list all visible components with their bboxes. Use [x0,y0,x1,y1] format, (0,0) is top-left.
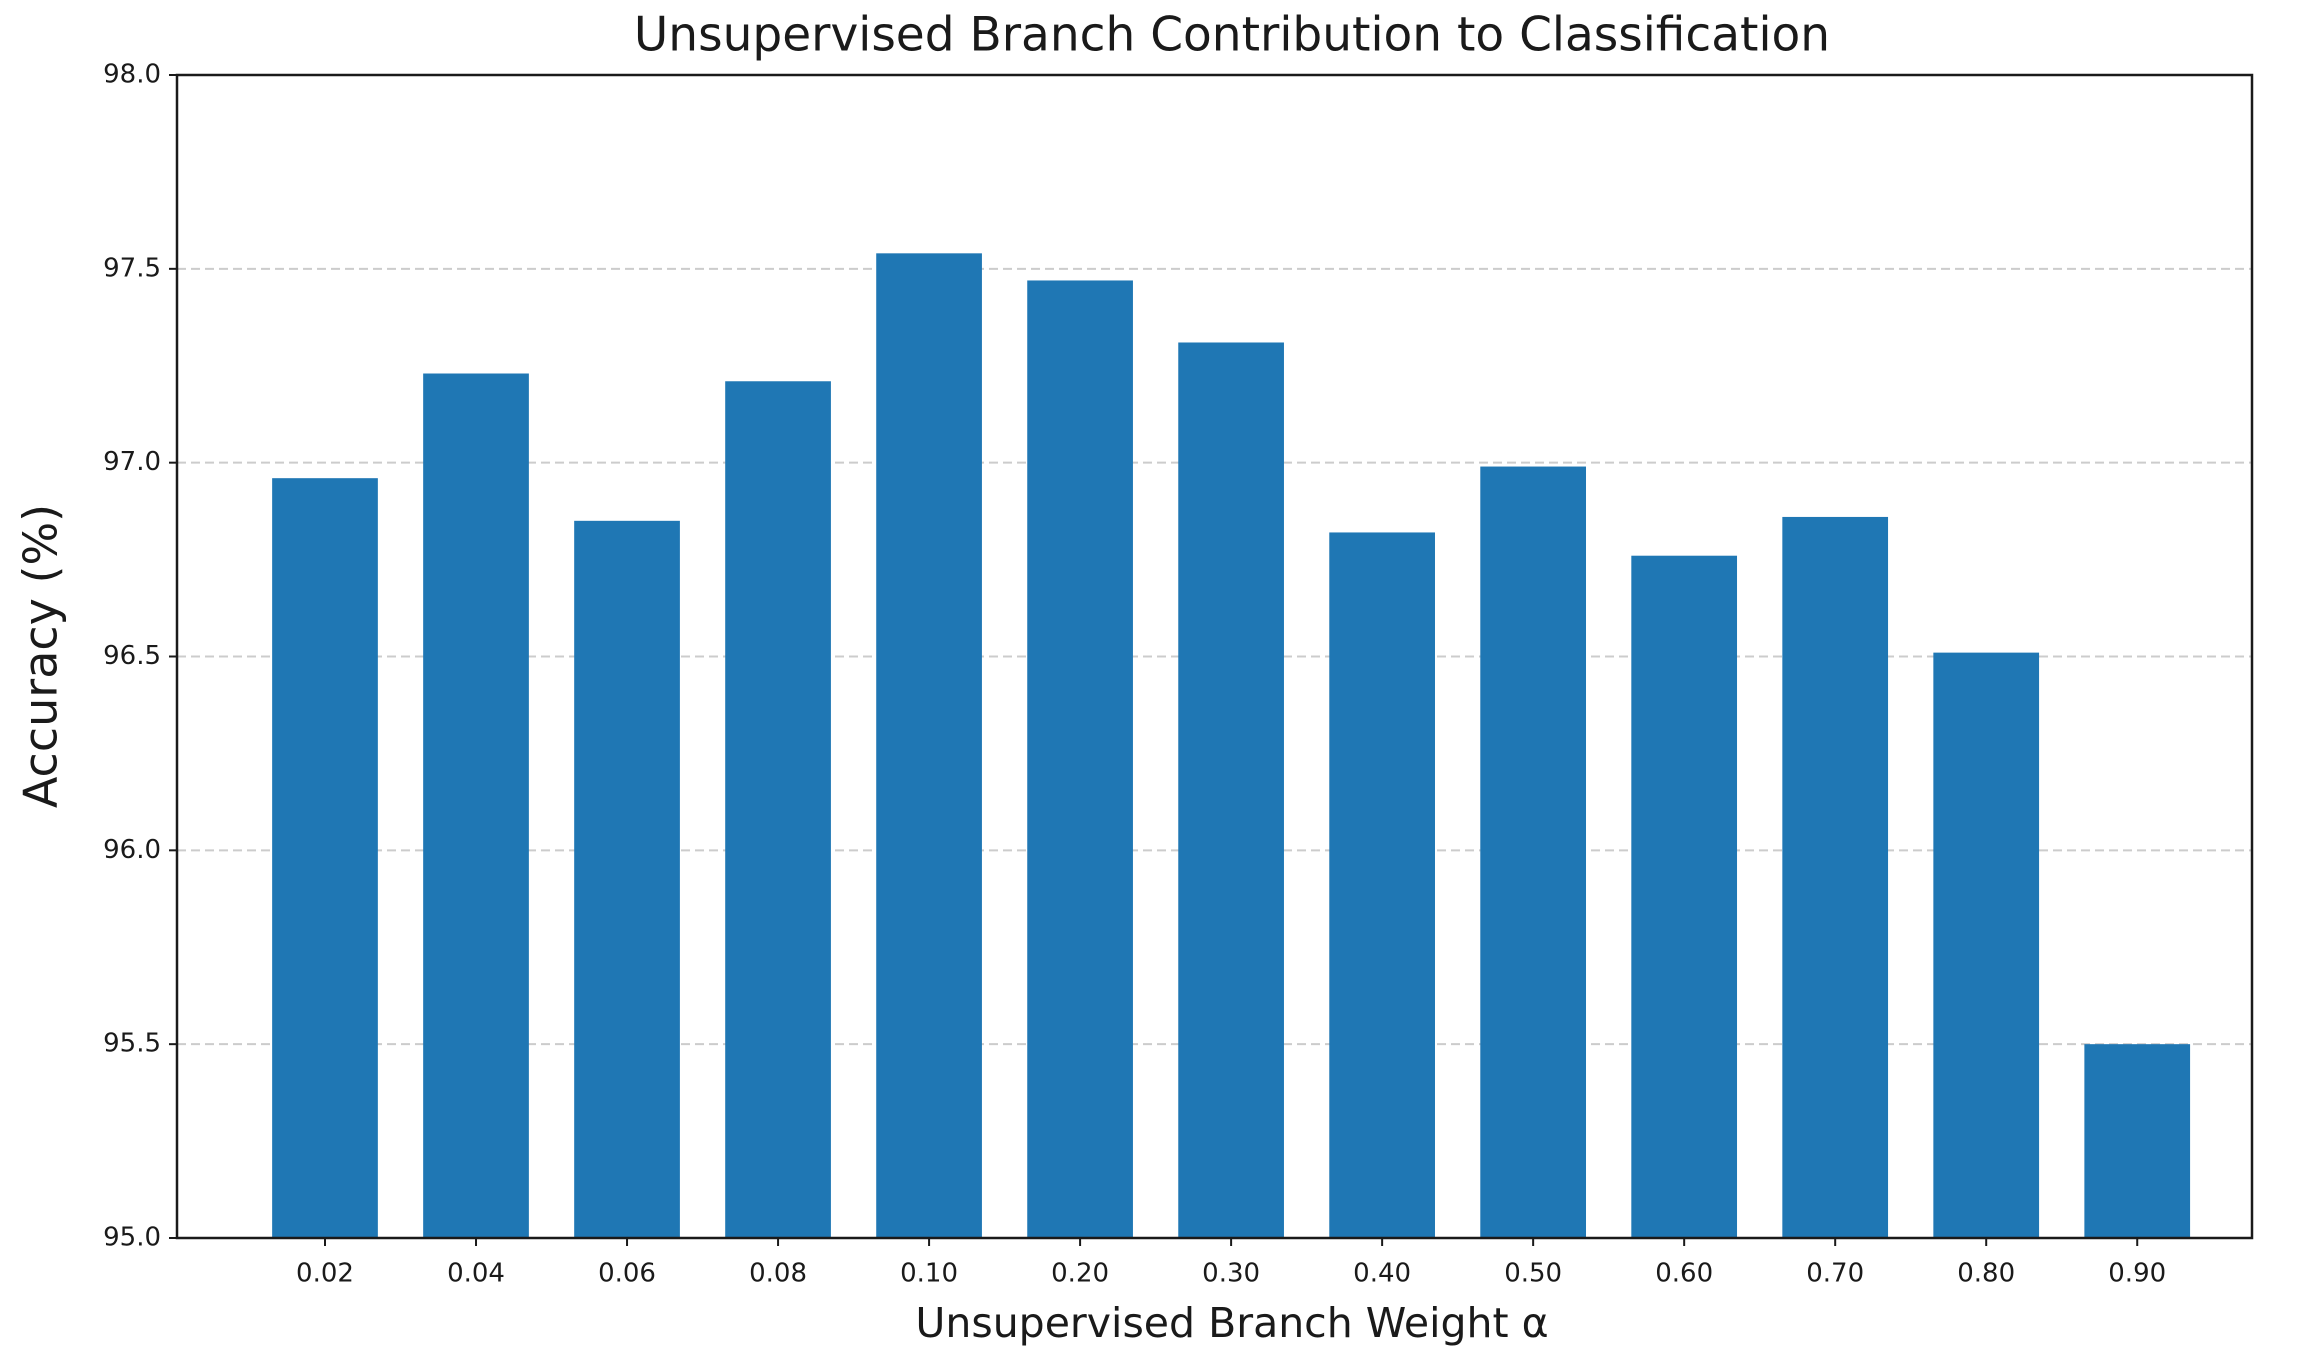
x-tick-label: 0.04 [447,1259,505,1289]
plot-frame [175,73,2254,1240]
bar [1933,652,2040,1238]
x-tick-label: 0.40 [1353,1259,1411,1289]
bar [1631,555,1738,1238]
y-tick-label: 96.0 [103,835,161,865]
y-axis-label: Accuracy (%) [14,504,68,808]
bar [1480,466,1587,1238]
x-tick-label: 0.06 [598,1259,656,1289]
x-tick-label: 0.90 [2108,1259,2166,1289]
bar [876,253,982,1238]
bar [2084,1044,2191,1238]
bar [1329,532,1435,1238]
y-tick-label: 95.0 [103,1223,161,1253]
y-tick-label: 97.5 [103,253,161,283]
x-tick-label: 0.08 [749,1259,807,1289]
x-tick-label: 0.10 [900,1259,958,1289]
bar [574,520,680,1238]
x-tick-label: 0.50 [1504,1259,1562,1289]
bar [272,478,378,1238]
bar [1027,280,1133,1238]
chart-title: Unsupervised Branch Contribution to Clas… [634,8,1830,63]
y-tick-label: 97.0 [103,447,161,477]
bar [1782,516,1889,1238]
x-tick-label: 0.60 [1655,1259,1713,1289]
x-axis-label: Unsupervised Branch Weight α [915,1299,1548,1347]
x-tick-label: 0.02 [296,1259,354,1289]
x-tick-label: 0.80 [1957,1259,2015,1289]
x-tick-label: 0.70 [1806,1259,1864,1289]
x-tick-label: 0.20 [1051,1259,1109,1289]
bar [1178,342,1284,1238]
bar [423,373,529,1239]
y-tick-label: 95.5 [103,1029,161,1059]
y-tick-label: 98.0 [103,60,161,90]
y-tick-label: 96.5 [103,641,161,671]
bar [725,381,831,1238]
x-tick-label: 0.30 [1202,1259,1260,1289]
